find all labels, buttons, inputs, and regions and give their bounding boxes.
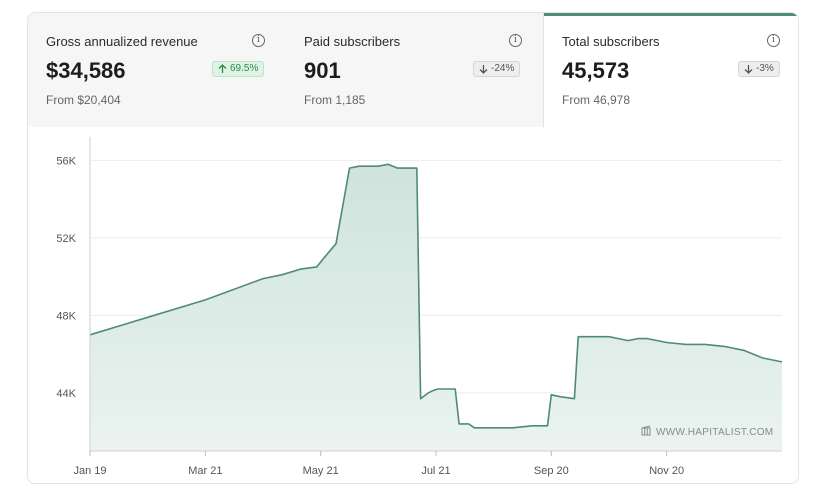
area-fill	[90, 164, 782, 452]
building-icon	[641, 425, 651, 436]
x-tick-label: Sep 20	[534, 465, 569, 477]
stat-from: From $20,404	[46, 93, 121, 107]
stat-from: From 1,185	[304, 93, 366, 107]
change-badge: 69.5%	[212, 61, 265, 77]
stat-value: 901	[304, 58, 341, 83]
change-value: -24%	[491, 63, 515, 74]
arrow-up-icon	[218, 64, 227, 73]
stat-value: 45,573	[562, 58, 630, 83]
stat-tab-total-subscribers[interactable]: Total subscribers i 45,573 -3% From 46,9…	[543, 13, 798, 127]
stats-row: Gross annualized revenue i $34,586 69.5%…	[28, 13, 798, 127]
stat-from: From 46,978	[562, 93, 631, 107]
info-icon[interactable]: i	[252, 34, 265, 47]
y-tick-label: 52K	[56, 233, 76, 245]
y-tick-label: 56K	[56, 155, 76, 167]
change-badge: -3%	[738, 61, 780, 77]
stat-value: $34,586	[46, 58, 126, 83]
x-tick-label: Nov 20	[649, 465, 684, 477]
total-subscribers-chart: 44K 48K 52K 56K Jan 19 Mar 21 May 21 Jul 21 Sep …	[56, 137, 783, 477]
arrow-down-icon	[479, 65, 488, 74]
x-tick-label: Mar 21	[188, 465, 222, 477]
x-tick-label: Jul 21	[421, 465, 450, 477]
subscriber-stats-card: Gross annualized revenue i $34,586 69.5%…	[27, 12, 799, 484]
watermark-text: WWW.HAPITALIST.COM	[656, 427, 773, 438]
chart-area: 44K 48K 52K 56K Jan 19 Mar 21 May 21 Jul 21 Sep …	[28, 127, 798, 483]
stat-label: Gross annualized revenue	[46, 34, 198, 49]
y-tick-label: 48K	[56, 310, 76, 322]
change-value: -3%	[756, 63, 774, 74]
change-badge: -24%	[473, 61, 521, 77]
stat-tab-revenue[interactable]: Gross annualized revenue i $34,586 69.5%…	[28, 13, 286, 127]
x-tick-label: May 21	[303, 465, 339, 477]
stat-label: Paid subscribers	[304, 34, 401, 49]
series-line	[89, 163, 783, 429]
stat-tab-paid-subscribers[interactable]: Paid subscribers i 901 -24% From 1,185	[286, 13, 543, 127]
info-icon[interactable]: i	[509, 34, 522, 47]
stat-label: Total subscribers	[562, 34, 660, 49]
x-tick-label: Jan 19	[73, 465, 106, 477]
change-value: 69.5%	[230, 63, 259, 74]
arrow-down-icon	[744, 65, 753, 74]
info-icon[interactable]: i	[767, 34, 780, 47]
y-tick-label: 44K	[56, 388, 76, 400]
